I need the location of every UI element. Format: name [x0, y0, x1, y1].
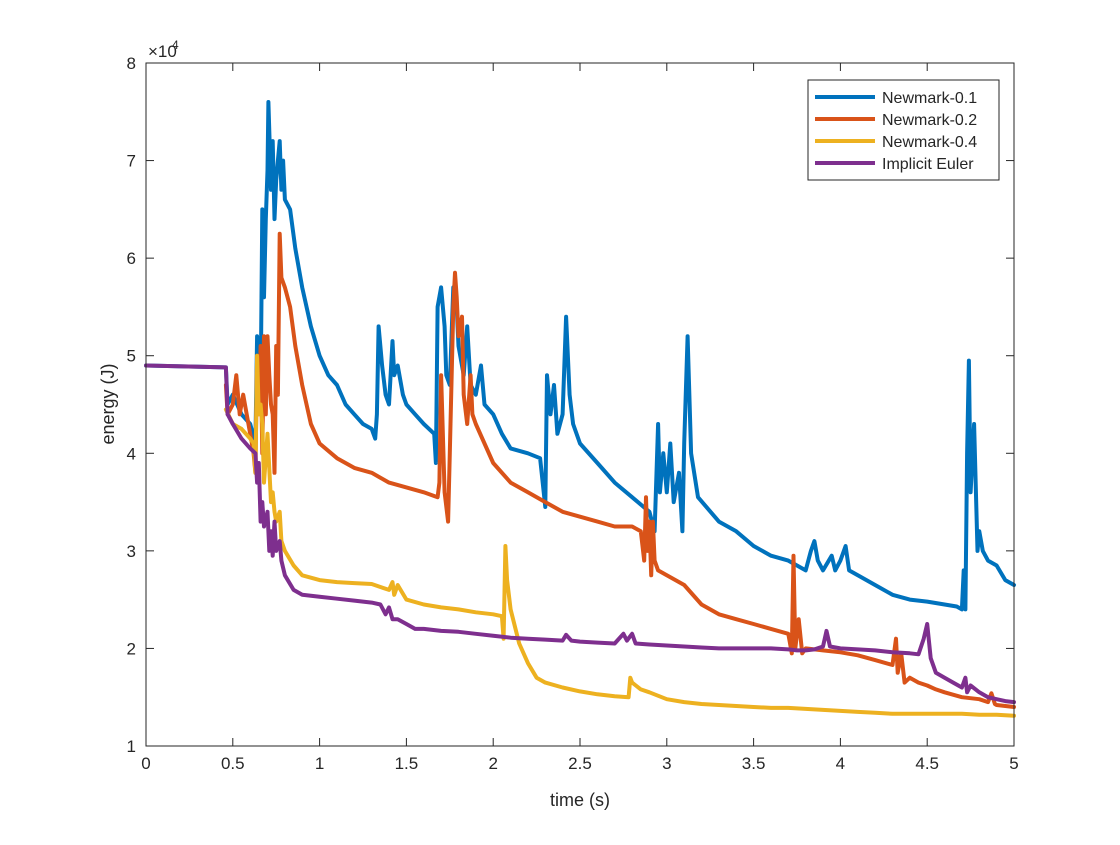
legend-label: Implicit Euler — [882, 156, 974, 173]
legend-item-newmark-0-4: Newmark-0.4 — [815, 134, 977, 151]
series-line-newmark-0-2 — [223, 231, 1016, 709]
y-tick-label: 6 — [127, 249, 136, 268]
legend-label: Newmark-0.2 — [882, 112, 977, 129]
x-tick-label: 0 — [141, 754, 150, 773]
y-tick-label: 8 — [127, 54, 136, 73]
y-axis-label: energy (J) — [98, 363, 118, 444]
legend-label: Newmark-0.4 — [882, 134, 977, 151]
legend-item-newmark-0-1: Newmark-0.1 — [815, 90, 977, 107]
y-tick-label: 5 — [127, 347, 136, 366]
y-tick-label: 2 — [127, 639, 136, 658]
x-axis-label: time (s) — [550, 790, 610, 810]
legend: Newmark-0.1 Newmark-0.2 Newmark-0.4 Implici… — [807, 79, 1000, 181]
x-tick-label: 1 — [315, 754, 324, 773]
legend-item-newmark-0-2: Newmark-0.2 — [815, 112, 977, 129]
y-tick-label: 7 — [127, 152, 136, 171]
x-tick-label: 3 — [662, 754, 671, 773]
x-tick-label: 5 — [1009, 754, 1018, 773]
legend-label: Newmark-0.1 — [882, 90, 977, 107]
ticks-layer: 0 0.5 1 1.5 2 2.5 3 3.5 4 4.5 5 1 2 3 4 5 6 7 8 — [127, 54, 1019, 773]
x-tick-label: 4 — [836, 754, 845, 773]
x-tick-label: 3.5 — [742, 754, 766, 773]
y-exponent-power: 4 — [172, 38, 179, 52]
x-tick-label: 2.5 — [568, 754, 592, 773]
y-tick-label: 1 — [127, 737, 136, 756]
y-exponent-label: ×10 4 — [148, 38, 179, 61]
series-line-implicit-euler — [144, 363, 1016, 705]
x-tick-label: 4.5 — [915, 754, 939, 773]
series-line-newmark-0-1 — [144, 100, 1016, 612]
legend-item-implicit-euler: Implicit Euler — [815, 156, 974, 173]
y-tick-label: 4 — [127, 444, 136, 463]
y-tick-label: 3 — [127, 542, 136, 561]
series-layer — [144, 100, 1016, 718]
x-tick-label: 2 — [488, 754, 497, 773]
y-exponent-multiplier: ×10 — [148, 42, 177, 61]
x-tick-label: 0.5 — [221, 754, 245, 773]
x-tick-label: 1.5 — [395, 754, 419, 773]
